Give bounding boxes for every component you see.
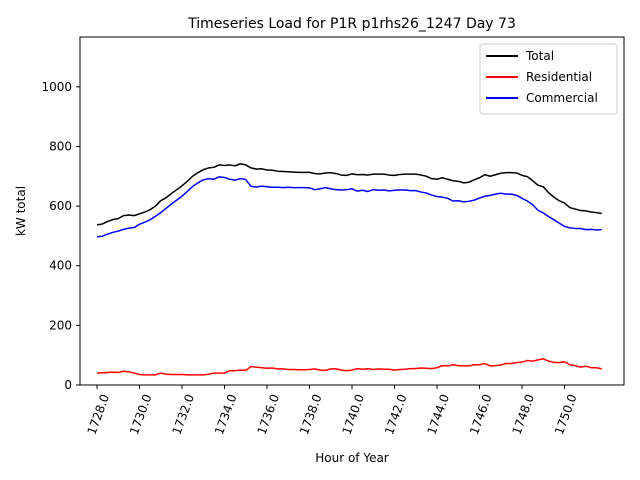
y-tick-label: 400 bbox=[49, 259, 72, 273]
y-tick-label: 0 bbox=[64, 378, 72, 392]
legend-box bbox=[479, 43, 618, 115]
chart-title: Timeseries Load for P1R p1rhs26_1247 Day… bbox=[187, 16, 516, 32]
series-line-residential bbox=[96, 358, 602, 376]
legend: Total Residential Commercial bbox=[479, 43, 618, 115]
y-tick-label: 800 bbox=[49, 139, 72, 153]
legend-label-residential: Residential bbox=[526, 70, 592, 84]
series-line-total bbox=[96, 162, 602, 226]
legend-label-commercial: Commercial bbox=[526, 91, 598, 105]
x-axis-label: Hour of Year bbox=[315, 451, 389, 465]
y-tick-label: 200 bbox=[49, 318, 72, 332]
y-axis-ticks: 0 200 400 600 800 1000 bbox=[41, 80, 80, 392]
y-tick-label: 600 bbox=[49, 199, 72, 213]
plot-frame bbox=[79, 36, 625, 386]
y-axis-label: kW total bbox=[14, 186, 28, 236]
legend-label-total: Total bbox=[525, 49, 554, 63]
y-tick-label: 1000 bbox=[41, 80, 72, 94]
series-layer bbox=[96, 162, 602, 376]
series-line-commercial bbox=[96, 176, 602, 238]
